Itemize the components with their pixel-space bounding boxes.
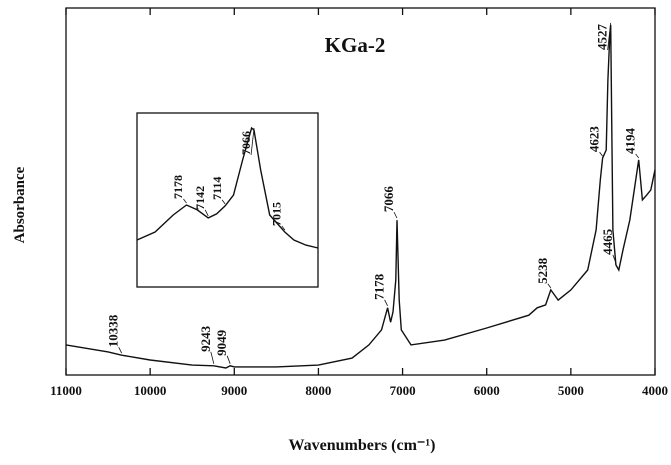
annotation: 4527 (595, 24, 610, 51)
annotation: 9049 (214, 329, 229, 356)
spectrum-line (65, 24, 656, 369)
annotation-leader (281, 225, 286, 231)
x-tick-label: 7000 (390, 383, 416, 398)
x-tick-label: 4000 (642, 383, 668, 398)
plot-frame (65, 7, 656, 376)
annotation-leader (118, 347, 123, 354)
annotation-leader (612, 254, 617, 264)
annotation: 7066 (381, 186, 396, 213)
annotation-leader (599, 151, 603, 157)
annotation: 5238 (535, 257, 550, 284)
annotation: 4623 (587, 126, 602, 153)
chart-title: KGa-2 (325, 33, 386, 57)
inset-frame (136, 112, 319, 288)
annotation: 7178 (372, 273, 387, 300)
x-tick-label: 6000 (474, 383, 500, 398)
annotation-leader (384, 299, 388, 307)
annotation: 4465 (600, 228, 615, 255)
annotation-leader (635, 153, 639, 159)
annotation: 4194 (623, 127, 638, 154)
x-tick-label: 9000 (221, 383, 247, 398)
x-tick-label: 11000 (50, 383, 82, 398)
annotation: 7142 (193, 186, 207, 210)
annotation: 9243 (198, 325, 213, 352)
annotation: 7066 (239, 131, 253, 155)
x-tick-label: 8000 (305, 383, 331, 398)
annotation: 10338 (106, 314, 121, 347)
annotation-leader (204, 209, 209, 217)
annotation: 7015 (270, 202, 284, 226)
y-axis-label: Absorbance (12, 166, 28, 243)
annotation-leader (221, 199, 226, 205)
x-tick-label: 5000 (558, 383, 584, 398)
annotation: 7114 (210, 177, 224, 200)
x-axis-label: Wavenumbers (cm⁻¹) (289, 437, 436, 454)
x-tick-label: 10000 (134, 383, 167, 398)
spectrum-line (136, 126, 319, 249)
annotation-leader (547, 283, 552, 289)
annotation-leader (210, 351, 215, 364)
annotation-leader (607, 22, 612, 51)
annotation-leader (393, 211, 398, 219)
annotation-leader (183, 198, 187, 204)
annotation-leader (226, 355, 231, 364)
annotation-leader (250, 128, 255, 156)
annotation: 7178 (171, 175, 185, 199)
